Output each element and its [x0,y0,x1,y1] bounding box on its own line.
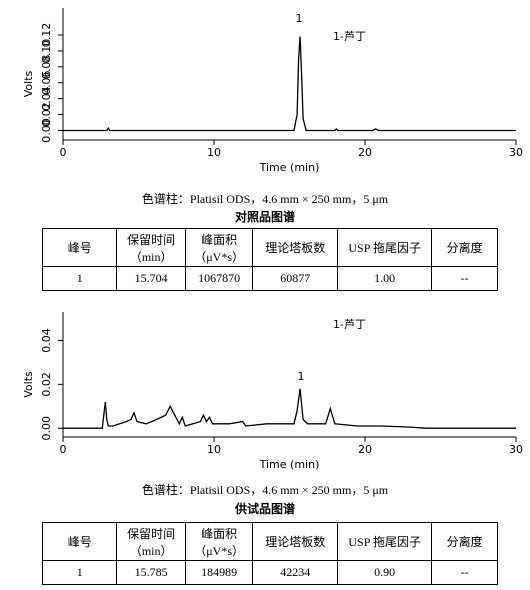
header-line: 峰号 [67,535,92,549]
x-axis-label: Time (min) [259,458,320,471]
data-row: 1 15.785 184989 42234 0.90 -- [41,560,498,585]
annotation: 1-芦丁 [333,318,366,331]
header-line: （μV*s） [194,543,245,558]
data-cell: 1 [41,266,118,291]
x-tick-label: 30 [509,443,523,456]
x-tick-label: 0 [60,146,67,159]
header-cell: 保留时间 （min） [116,522,186,561]
y-tick-label: 0.10 [40,39,53,64]
header-cell: 理论塔板数 [252,228,339,267]
data-cell: 1.00 [337,266,433,291]
y-tick-label: 0.08 [40,55,53,80]
y-tick-label: 0.02 [40,102,53,127]
data-cell: -- [431,266,498,291]
header-line: USP 拖尾因子 [348,241,421,255]
data-cell: 15.704 [116,266,186,291]
header-line: 分离度 [446,241,483,255]
header-line: 分离度 [446,535,483,549]
header-line: USP 拖尾因子 [348,535,421,549]
header-cell: 峰号 [41,228,118,267]
y-axis-label: Volts [22,371,35,398]
header-cell: 峰面积 （μV*s） [184,522,254,561]
header-cell: 理论塔板数 [252,522,339,561]
y-tick-label: 0.02 [40,372,53,397]
header-line: 峰面积 [201,232,238,247]
data-cell: 1 [41,560,118,585]
data-cell: 42234 [252,560,339,585]
header-cell: 保留时间 （min） [116,228,186,267]
data-row: 1 15.704 1067870 60877 1.00 -- [41,266,498,291]
chromatogram-line [63,388,516,429]
header-cell: 峰面积 （μV*s） [184,228,254,267]
x-tick-label: 10 [207,443,221,456]
header-row: 峰号 保留时间 （min） 峰面积 （μV*s） 理论塔板数 USP 拖尾因子 分离度 [41,522,498,561]
x-tick-label: 0 [60,443,67,456]
data-cell: 184989 [184,560,254,585]
data-table: 峰号 保留时间 （min） 峰面积 （μV*s） 理论塔板数 USP 拖尾因子 分离度 1 15.… [41,522,498,585]
y-axis-label: Volts [22,70,35,97]
y-tick-label: 0.12 [40,23,53,48]
data-cell: 1067870 [184,266,254,291]
header-line: 峰面积 [201,526,238,541]
y-tick-label: 0.04 [40,86,53,111]
data-cell: -- [431,560,498,585]
data-cell: 0.90 [337,560,433,585]
chromatogram-line [63,36,516,132]
annotation: 1 [298,370,305,383]
y-tick-label: 0.00 [40,118,53,143]
annotation: 1 [296,12,303,25]
header-line: （min） [129,543,173,558]
header-line: 峰号 [67,241,92,255]
y-tick-label: 0.04 [40,328,53,353]
x-tick-label: 10 [207,146,221,159]
section-title: 供试品图谱 [234,502,295,516]
header-line: 理论塔板数 [265,535,326,549]
header-line: （μV*s） [194,249,245,264]
y-tick-label: 0.06 [40,70,53,95]
header-row: 峰号 保留时间 （min） 峰面积 （μV*s） 理论塔板数 USP 拖尾因子 分离度 [41,228,498,267]
header-line: （min） [129,249,173,264]
x-tick-label: 20 [358,146,372,159]
x-axis-label: Time (min) [259,161,320,174]
caption: 色谱柱：Platisil ODS，4.6 mm × 250 mm，5 μm [141,192,389,206]
header-line: 理论塔板数 [265,241,326,255]
caption: 色谱柱：Platisil ODS，4.6 mm × 250 mm，5 μm [141,483,389,497]
header-cell: USP 拖尾因子 [337,522,433,561]
data-table: 峰号 保留时间 （min） 峰面积 （μV*s） 理论塔板数 USP 拖尾因子 分离度 1 15.… [41,228,498,291]
section-title: 对照品图谱 [234,210,295,224]
header-cell: USP 拖尾因子 [337,228,433,267]
header-cell: 峰号 [41,522,118,561]
header-cell: 分离度 [431,228,498,267]
header-cell: 分离度 [431,522,498,561]
data-cell: 60877 [252,266,339,291]
annotation: 1-芦丁 [333,30,366,43]
x-tick-label: 30 [509,146,523,159]
x-tick-label: 20 [358,443,372,456]
data-cell: 15.785 [116,560,186,585]
header-line: 保留时间 [127,232,176,247]
header-line: 保留时间 [127,526,176,541]
y-tick-label: 0.00 [40,416,53,441]
